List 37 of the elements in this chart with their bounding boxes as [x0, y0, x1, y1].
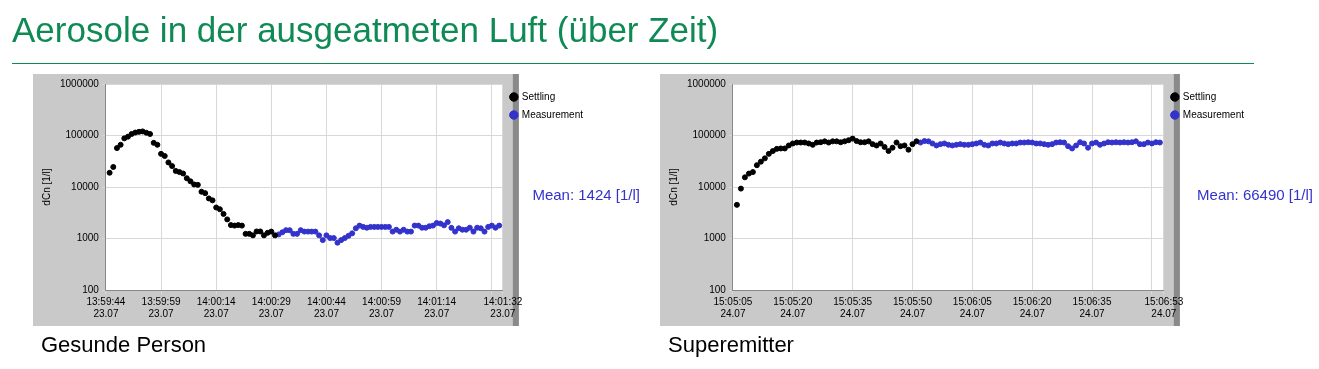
text: Superemitter [668, 332, 795, 358]
x-tick-label: 14:00:44 23.07 [306, 295, 347, 319]
x-tick-label: 13:59:44 23.07 [86, 295, 126, 319]
y-tick-label: 1000000 [59, 77, 100, 89]
y-tick-label: 100 [82, 283, 100, 295]
y-axis-title: dCn [1/l] [667, 168, 679, 206]
x-tick-label: 13:59:59 23.07 [141, 295, 181, 319]
x-tick-label: 15:05:20 24.07 [773, 295, 813, 319]
x-tick-label: 14:00:59 23.07 [362, 295, 402, 319]
legend-label: Measurement [521, 108, 584, 120]
y-tick-label: 100000 [692, 129, 727, 141]
x-tick-label: 15:06:35 24.07 [1072, 295, 1112, 319]
x-tick-label: 14:01:14 23.07 [417, 295, 457, 319]
legend-label: Settling [1182, 90, 1217, 102]
y-axis-title: dCn [1/l] [40, 168, 52, 206]
x-tick-label: 15:06:20 24.07 [1012, 295, 1053, 319]
legend-label: Measurement [1182, 108, 1245, 120]
y-tick-label: 10000 [71, 180, 100, 192]
chart-title: Aerosole in der ausgeatmeten Luft (über Zeit) [12, 10, 719, 50]
x-tick-label: 15:05:05 24.07 [713, 295, 753, 319]
y-tick-label: 10000 [698, 180, 727, 192]
y-tick-label: 1000 [703, 232, 727, 244]
x-tick-label: 15:06:53 24.07 [1144, 295, 1184, 319]
text: Gesunde Person [41, 332, 208, 358]
x-tick-label: 15:05:50 24.07 [893, 295, 933, 319]
x-tick-label: 14:00:29 23.07 [251, 295, 292, 319]
y-tick-label: 100000 [65, 129, 100, 141]
x-tick-label: 14:00:14 23.07 [196, 295, 237, 319]
y-tick-label: 100 [709, 283, 727, 295]
legend-label: Settling [521, 90, 556, 102]
x-tick-label: 15:05:35 24.07 [833, 295, 873, 319]
text: Mean: 1424 [1/l] [532, 186, 640, 204]
y-tick-label: 1000 [76, 232, 100, 244]
x-tick-label: 14:01:32 23.07 [483, 295, 523, 319]
text: Mean: 66490 [1/l] [1197, 186, 1313, 204]
x-tick-label: 15:06:05 24.07 [952, 295, 993, 319]
y-tick-label: 1000000 [686, 77, 727, 89]
